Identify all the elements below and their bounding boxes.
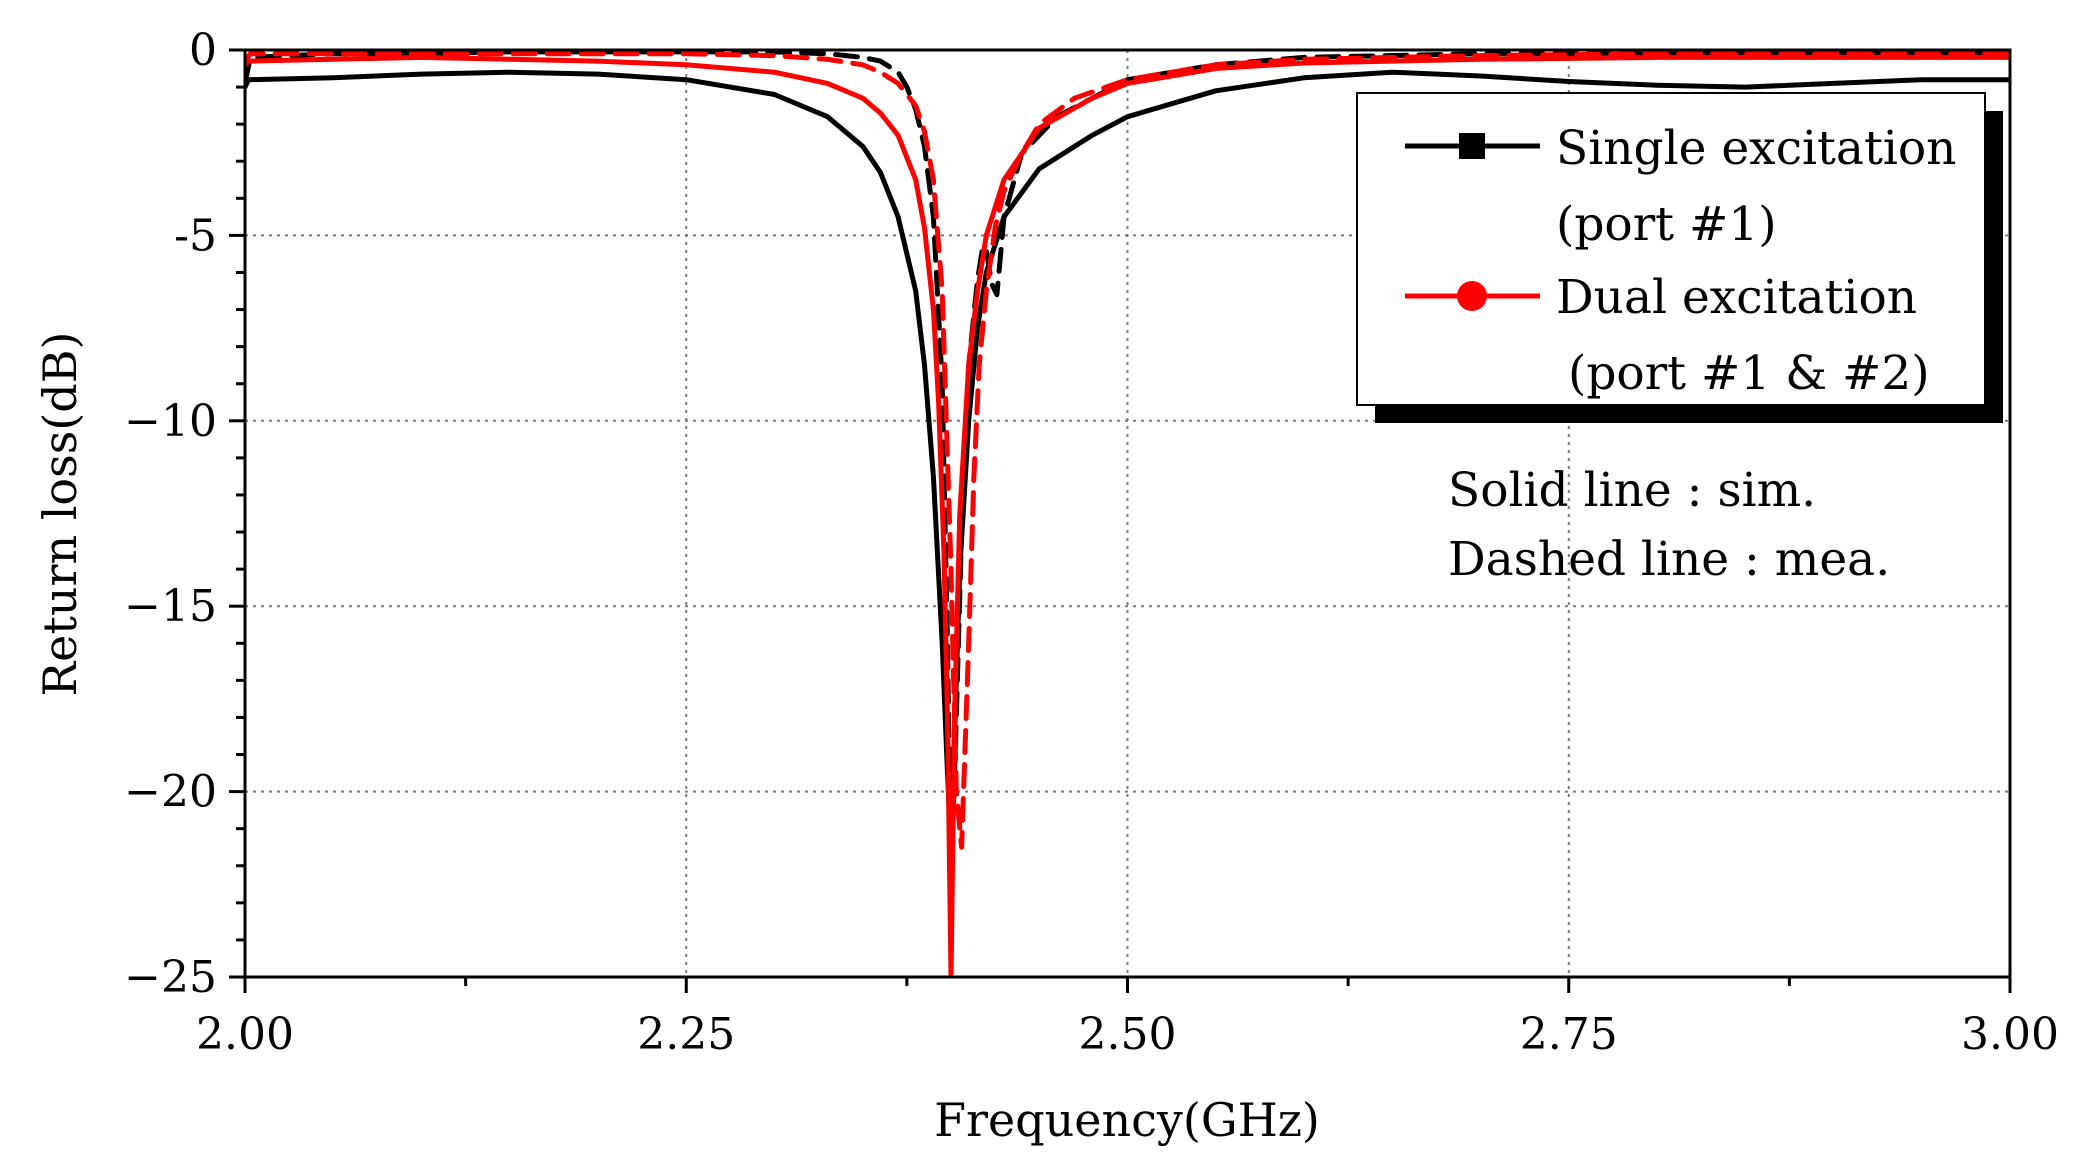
legend-marker-single-square [1459,133,1485,159]
x-tick-label: 2.75 [1520,1009,1618,1060]
legend-label-dual-line1: Dual excitation [1556,270,1917,325]
y-tick-labels: 0 -5 −10 −15 −20 −25 [124,25,217,1003]
annotation-dashed-line: Dashed line : mea. [1448,532,1890,587]
y-tick-label: −10 [124,396,217,447]
y-tick-label: −25 [124,952,217,1003]
series-line-2 [245,54,2010,977]
x-tick-labels: 2.00 2.25 2.50 2.75 3.00 [196,1009,2059,1060]
y-tick-label: -5 [174,210,217,261]
series-layer [245,50,2010,977]
legend-label-single-line1: Single excitation [1556,121,1956,176]
y-tick-label: −20 [124,767,217,818]
y-tick-label: −15 [124,581,217,632]
legend: Single excitation (port #1) Dual excitat… [1356,92,2003,423]
x-tick-label: 3.00 [1961,1009,2059,1060]
axis-ticks [229,48,2012,993]
x-axis-title: Frequency(GHz) [934,1093,1320,1147]
series-line-3 [245,51,2010,850]
annotation-solid-line: Solid line : sim. [1448,463,1816,518]
legend-marker-dual-circle [1457,281,1487,311]
x-tick-label: 2.50 [1079,1009,1177,1060]
x-tick-label: 2.00 [196,1009,294,1060]
y-tick-label: 0 [189,25,217,76]
y-axis-title: Return loss(dB) [33,332,87,697]
legend-label-single-line2: (port #1) [1556,197,1777,252]
x-tick-label: 2.25 [637,1009,735,1060]
legend-label-dual-line2: (port #1 & #2) [1568,346,1930,401]
